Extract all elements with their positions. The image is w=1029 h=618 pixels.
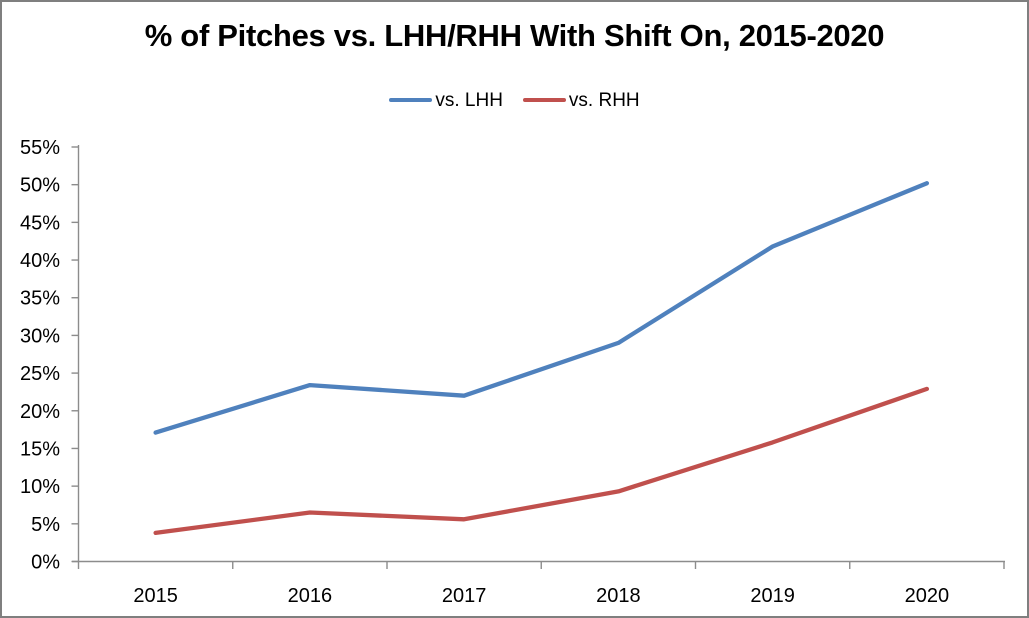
- legend-item-vs-lhh: vs. LHH: [389, 91, 503, 110]
- series-line-vs-rhh: [153, 386, 930, 536]
- legend-label-vs-lhh: vs. LHH: [435, 89, 503, 111]
- y-tick-label: 55%: [20, 137, 60, 159]
- legend-label-vs-rhh: vs. RHH: [568, 89, 640, 111]
- y-tick-label: 40%: [20, 250, 60, 272]
- chart-title: % of Pitches vs. LHH/RHH With Shift On, …: [144, 18, 885, 53]
- y-tick-label: 50%: [20, 175, 60, 197]
- y-tick-label: 20%: [20, 401, 60, 423]
- x-tick-label: 2019: [750, 585, 795, 607]
- lhh-line-swatch: [389, 97, 433, 103]
- x-tick-label: 2018: [596, 585, 641, 607]
- series-line-vs-lhh: [153, 181, 930, 435]
- legend: vs. LHH vs. RHH: [2, 88, 1027, 112]
- x-tick-label: 2017: [442, 585, 487, 607]
- rhh-line-swatch: [522, 97, 566, 103]
- y-tick-label: 10%: [20, 476, 60, 498]
- x-tick-label: 2015: [133, 585, 178, 607]
- y-tick-label: 35%: [20, 288, 60, 310]
- y-tick-label: 25%: [20, 363, 60, 385]
- y-tick-label: 15%: [20, 438, 60, 460]
- y-tick-label: 45%: [20, 212, 60, 234]
- x-tick-label: 2020: [905, 585, 950, 607]
- legend-item-vs-rhh: vs. RHH: [522, 89, 640, 111]
- y-tick-label: 5%: [31, 514, 60, 536]
- x-tick-label: 2016: [288, 585, 333, 607]
- y-tick-label: 30%: [20, 325, 60, 347]
- y-tick-label: 0%: [31, 552, 60, 574]
